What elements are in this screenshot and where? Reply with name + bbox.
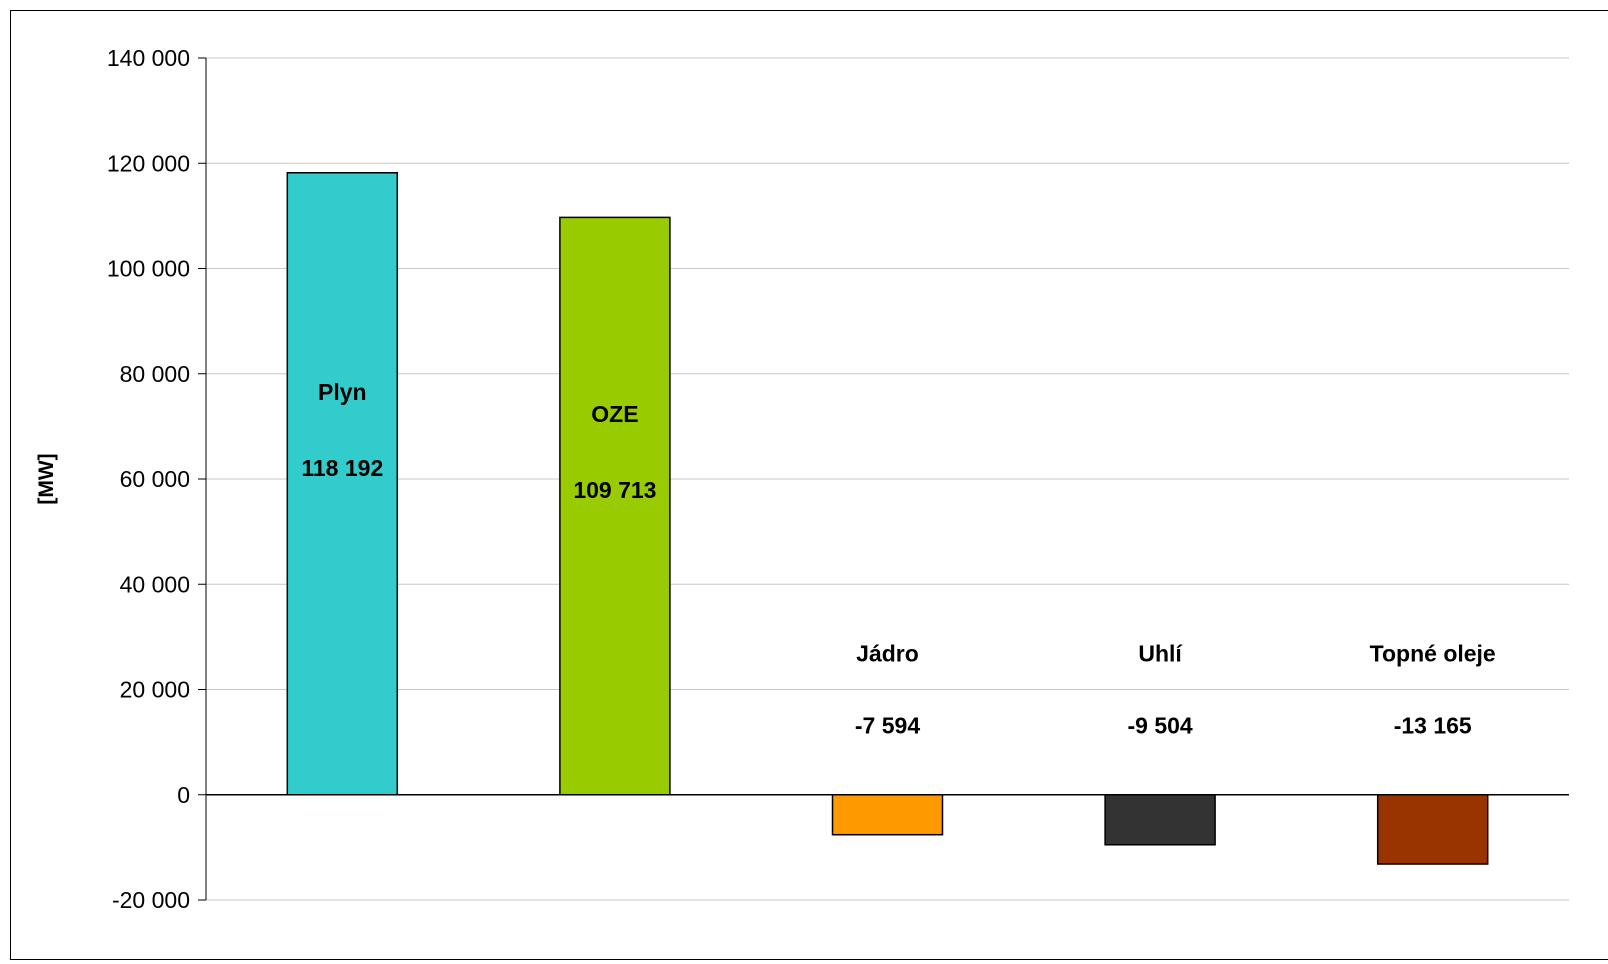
y-tick-label: 80 000 bbox=[120, 361, 190, 387]
y-tick-label: 0 bbox=[177, 782, 190, 808]
y-tick-label: 120 000 bbox=[107, 150, 190, 176]
y-tick-label: 100 000 bbox=[107, 256, 190, 282]
category-label: Plyn bbox=[318, 379, 367, 405]
bar bbox=[1104, 794, 1216, 846]
labels: 140 000 120 000 100 000 80 000 60 000 40 000 2… bbox=[107, 45, 1496, 913]
y-tick-label: 40 000 bbox=[120, 571, 190, 597]
bar bbox=[559, 216, 671, 796]
value-label: -13 165 bbox=[1394, 713, 1472, 739]
bar-chart: 140 000 120 000 100 000 80 000 60 000 40 000 2… bbox=[35, 45, 1569, 913]
value-label: -9 504 bbox=[1127, 713, 1192, 739]
category-label: Uhlí bbox=[1138, 641, 1183, 667]
gridlines bbox=[206, 57, 1569, 901]
y-tick-label: 60 000 bbox=[120, 466, 190, 492]
y-tick-label: 140 000 bbox=[107, 45, 190, 71]
axes bbox=[198, 57, 1569, 901]
value-label: 109 713 bbox=[573, 477, 656, 503]
bar bbox=[1376, 794, 1489, 865]
y-tick-label: 20 000 bbox=[120, 677, 190, 703]
y-tick-label: -20 000 bbox=[112, 887, 190, 913]
category-label: Jádro bbox=[856, 641, 919, 667]
chart-frame: 140 000 120 000 100 000 80 000 60 000 40 000 2… bbox=[10, 10, 1608, 960]
value-label: -7 594 bbox=[855, 713, 920, 739]
category-label: OZE bbox=[591, 401, 638, 427]
bars bbox=[286, 172, 1489, 865]
value-label: 118 192 bbox=[301, 455, 383, 481]
bar bbox=[831, 794, 944, 836]
category-label: Topné oleje bbox=[1370, 641, 1496, 667]
bar bbox=[286, 172, 399, 796]
y-axis-title: [MW] bbox=[35, 453, 58, 504]
